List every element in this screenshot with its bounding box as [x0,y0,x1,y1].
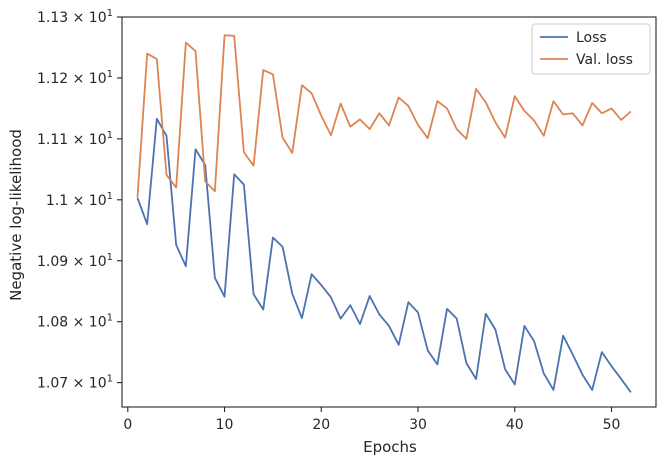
y-tick-label: 1.07 × 101 [37,374,113,392]
x-tick-label: 50 [603,417,621,433]
y-tick-label: 1.1 × 101 [46,191,113,209]
y-tick-label: 1.11 × 101 [37,130,113,148]
legend-entry-1: Loss [576,30,607,46]
x-tick-label: 0 [123,417,132,433]
x-tick-label: 10 [216,417,234,433]
x-tick-label: 40 [506,417,524,433]
plot-frame [121,16,657,408]
plot-area [136,34,632,393]
y-tick-label: 1.12 × 101 [37,69,113,87]
legend-entry-2: Val. loss [576,52,633,68]
axes: 0 10 20 30 40 50 1.07 × 101 1.08 × 101 1.09 × 10… [37,8,657,433]
y-tick-label: 1.13 × 101 [37,8,113,26]
y-axis-label: Negative log-likelihood [7,129,25,301]
x-tick-label: 30 [409,417,427,433]
y-tick-label: 1.08 × 101 [37,313,113,331]
y-tick-label: 1.09 × 101 [37,252,113,270]
x-tick-label: 20 [312,417,330,433]
series-line-1 [136,117,632,393]
series-line-2 [136,34,632,198]
legend: Loss Val. loss [531,23,651,75]
x-axis-label: Epochs [363,438,417,456]
